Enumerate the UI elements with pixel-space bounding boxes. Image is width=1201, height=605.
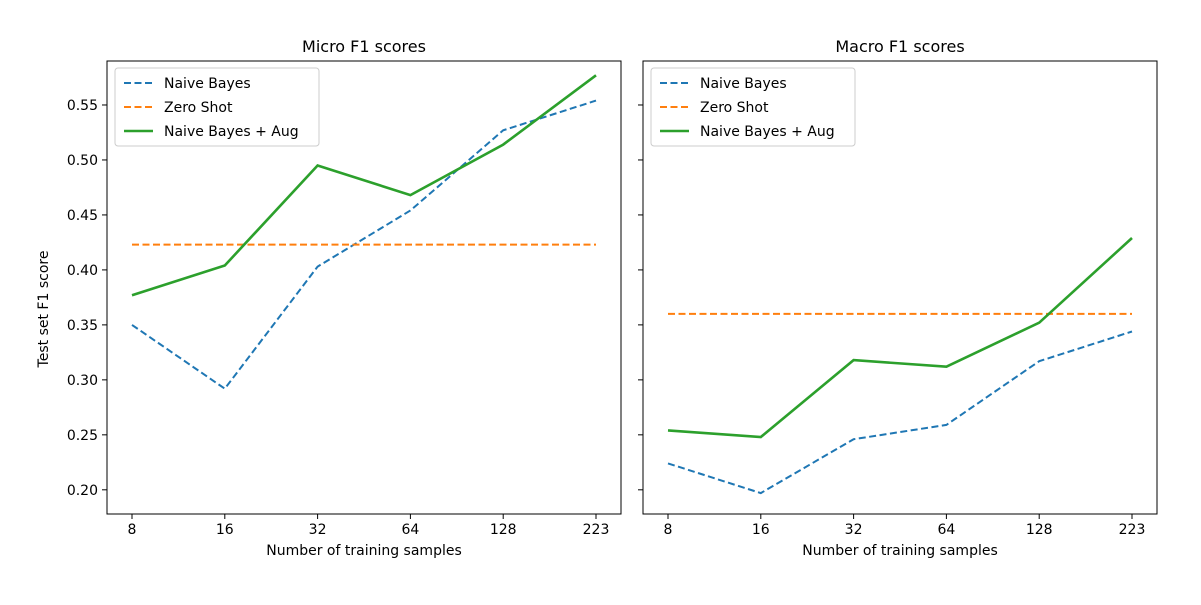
micro-series-line-naive-bayes — [131, 99, 597, 391]
micro-x-tick-label: 128 — [490, 522, 517, 538]
micro-y-tick-label: 0.50 — [67, 153, 98, 169]
micro-x-tick-label: 16 — [216, 522, 234, 538]
macro-x-axis-label: Number of training samples — [802, 543, 998, 559]
micro-legend-label: Naive Bayes + Aug — [164, 124, 299, 140]
macro-series-line-naive-bayes — [667, 330, 1133, 495]
micro-chart-title: Micro F1 scores — [302, 37, 426, 56]
macro-legend-label: Naive Bayes + Aug — [700, 124, 835, 140]
micro-axes-frame — [106, 60, 622, 515]
micro-y-tick-label: 0.20 — [67, 483, 98, 499]
macro-x-tick-label: 128 — [1026, 522, 1053, 538]
macro-x-tick-label: 64 — [937, 522, 955, 538]
micro-legend-label: Zero Shot — [164, 100, 233, 116]
macro-f1-chart: Macro F1 scores 8 16 32 64 128 223 Number of tr… — [638, 37, 1158, 559]
macro-legend-box — [650, 67, 856, 147]
macro-legend: Naive Bayes Zero Shot Naive Bayes + Aug — [650, 67, 856, 147]
micro-legend-box — [114, 67, 320, 147]
macro-x-tick-label: 16 — [752, 522, 770, 538]
micro-x-axis-label: Number of training samples — [266, 543, 462, 559]
micro-y-tick-label: 0.55 — [67, 98, 98, 114]
macro-axes-frame — [642, 60, 1158, 515]
micro-x-tick-label: 223 — [583, 522, 610, 538]
macro-x-tick-label: 8 — [664, 522, 673, 538]
macro-x-tick-label: 32 — [845, 522, 863, 538]
micro-y-tick-label: 0.30 — [67, 373, 98, 389]
macro-legend-label: Zero Shot — [700, 100, 769, 116]
micro-y-tick-label: 0.40 — [67, 263, 98, 279]
micro-x-tick-label: 32 — [309, 522, 327, 538]
micro-y-tick-label: 0.35 — [67, 318, 98, 334]
micro-x-tick-label: 8 — [128, 522, 137, 538]
macro-chart-title: Macro F1 scores — [835, 37, 964, 56]
macro-series-line-naive-bayes-aug — [667, 237, 1133, 439]
figure-y-axis-label: Test set F1 score — [36, 251, 52, 369]
micro-series-line-naive-bayes-aug — [131, 74, 597, 297]
micro-y-tick-label: 0.25 — [67, 428, 98, 444]
micro-x-tick-label: 64 — [401, 522, 419, 538]
micro-legend-label: Naive Bayes — [164, 76, 251, 92]
macro-legend-label: Naive Bayes — [700, 76, 787, 92]
macro-x-tick-label: 223 — [1119, 522, 1146, 538]
micro-y-tick-label: 0.45 — [67, 208, 98, 224]
micro-f1-chart: Micro F1 scores 8 16 32 64 128 223 Number of tr… — [67, 37, 622, 559]
micro-legend: Naive Bayes Zero Shot Naive Bayes + Aug — [114, 67, 320, 147]
